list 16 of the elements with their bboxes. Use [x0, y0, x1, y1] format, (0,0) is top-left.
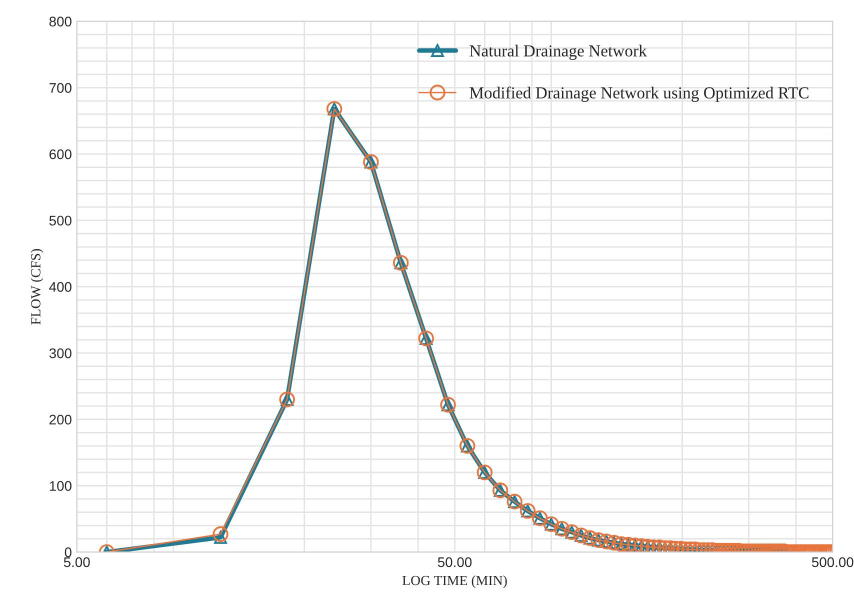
y-tick-label: 600: [50, 149, 72, 160]
y-tick-label: 100: [50, 481, 72, 491]
y-tick-label: 800: [49, 16, 72, 27]
x-axis-title: LOG TIME (MIN): [402, 575, 507, 588]
y-tick-label: 400: [49, 282, 72, 292]
y-tick-label: 500: [49, 216, 72, 226]
x-tick-label: 50.00: [438, 557, 472, 568]
legend-label: Natural Drainage Network: [470, 44, 647, 60]
y-tick-label: 0: [64, 547, 72, 558]
legend-label: Modified Drainage Network using Optimized RTC: [470, 86, 808, 102]
x-tick-label: 500.00: [812, 557, 854, 568]
y-tick-label: 200: [50, 414, 72, 425]
y-tick-label: 300: [49, 348, 72, 358]
x-tick-label: 5.00: [64, 557, 90, 568]
y-tick-label: 700: [50, 83, 72, 93]
y-axis-title: FLOW (CFS): [30, 249, 44, 325]
